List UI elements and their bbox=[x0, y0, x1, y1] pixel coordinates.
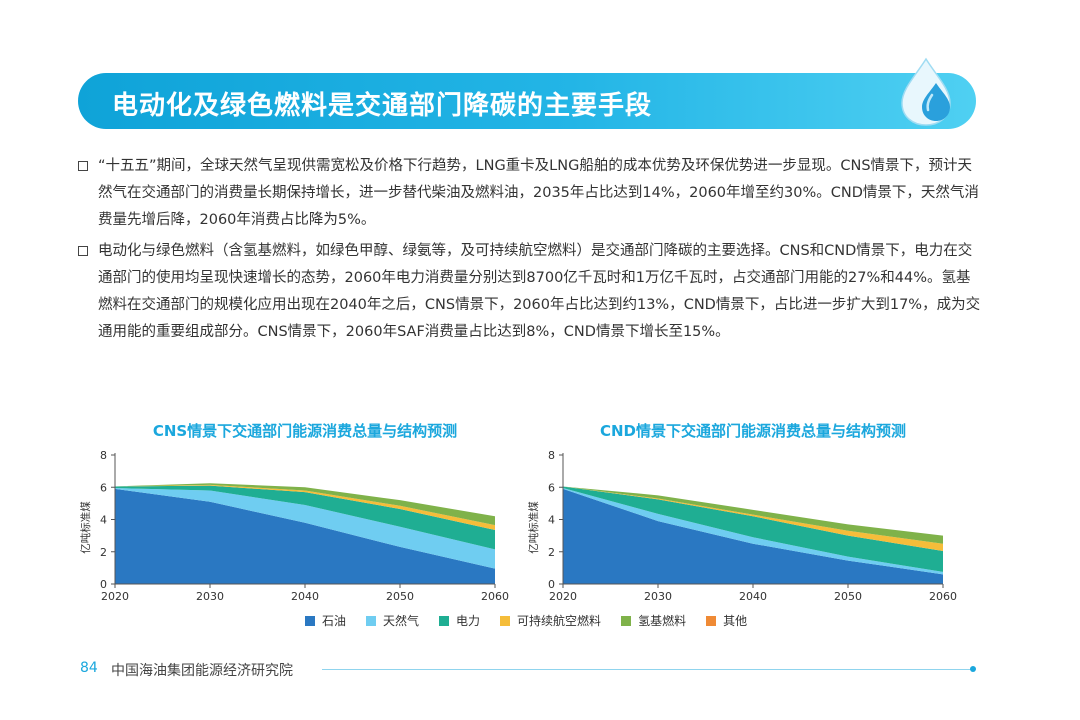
legend-label: 其他 bbox=[723, 614, 748, 628]
legend-swatch bbox=[439, 615, 450, 626]
paragraph-2-text: 电动化与绿色燃料（含氢基燃料，如绿色甲醇、绿氨等，及可持续航空燃料）是交通部门降… bbox=[98, 243, 981, 340]
legend-label: 可持续航空燃料 bbox=[517, 614, 602, 628]
footer-dot-icon bbox=[970, 666, 976, 672]
y-axis-label: 亿吨标准煤 bbox=[80, 501, 92, 554]
legend-label: 石油 bbox=[322, 614, 347, 628]
legend-label: 天然气 bbox=[383, 614, 420, 628]
x-tick-label: 2030 bbox=[196, 590, 224, 603]
y-axis-label: 亿吨标准煤 bbox=[528, 501, 540, 554]
area-series-4 bbox=[115, 483, 495, 526]
body-text: “十五五”期间，全球天然气呈现供需宽松及价格下行趋势，LNG重卡及LNG船舶的成… bbox=[78, 153, 983, 350]
cnd-chart-plot: 0 2 4 6 8 2020 2030 2040 2050 2060 亿吨标准煤 bbox=[528, 449, 957, 603]
x-tick-label: 2060 bbox=[481, 590, 509, 603]
legend-swatch bbox=[500, 615, 511, 626]
y-tick-label: 6 bbox=[548, 481, 555, 494]
footer-organization: 中国海油集团能源经济研究院 bbox=[111, 663, 293, 679]
legend-item-saf: 可持续航空燃料 bbox=[500, 612, 601, 629]
legend-label: 氢基燃料 bbox=[638, 614, 687, 628]
legend-swatch bbox=[621, 615, 632, 626]
paragraph-1-text: “十五五”期间，全球天然气呈现供需宽松及价格下行趋势，LNG重卡及LNG船舶的成… bbox=[98, 158, 979, 228]
area-series-4 bbox=[563, 486, 943, 544]
legend-item-hydrogen: 氢基燃料 bbox=[621, 612, 686, 629]
y-tick-label: 6 bbox=[100, 481, 107, 494]
y-tick-label: 2 bbox=[100, 546, 107, 559]
chart-legend: 石油 天然气 电力 可持续航空燃料 氢基燃料 其他 bbox=[305, 612, 747, 629]
page-title: 电动化及绿色燃料是交通部门降碳的主要手段 bbox=[112, 91, 653, 121]
section-title-banner: 电动化及绿色燃料是交通部门降碳的主要手段 bbox=[78, 73, 976, 129]
page-number: 84 bbox=[80, 660, 98, 676]
square-bullet-icon bbox=[78, 246, 88, 256]
area-series-3 bbox=[563, 486, 943, 551]
cns-chart-title: CNS情景下交通部门能源消费总量与结构预测 bbox=[152, 422, 458, 440]
y-tick-label: 8 bbox=[100, 449, 107, 462]
water-drop-icon bbox=[901, 57, 951, 126]
legend-item-electricity: 电力 bbox=[439, 612, 480, 629]
cnd-chart-title: CND情景下交通部门能源消费总量与结构预测 bbox=[599, 422, 906, 440]
cnd-chart: CND情景下交通部门能源消费总量与结构预测 0 2 4 6 8 2020 2030 2040 2… bbox=[528, 420, 978, 610]
square-bullet-icon bbox=[78, 161, 88, 171]
area-series-0 bbox=[115, 488, 495, 584]
area-series-2 bbox=[115, 485, 495, 550]
x-tick-label: 2020 bbox=[549, 590, 577, 603]
x-tick-label: 2050 bbox=[386, 590, 414, 603]
x-tick-label: 2030 bbox=[644, 590, 672, 603]
cns-chart: CNS情景下交通部门能源消费总量与结构预测 0 2 4 6 8 2020 2030 2040 2… bbox=[80, 420, 530, 610]
cns-chart-plot: 0 2 4 6 8 2020 2030 2040 2050 2060 亿吨标准煤 bbox=[80, 449, 509, 603]
x-tick-label: 2040 bbox=[291, 590, 319, 603]
x-tick-label: 2060 bbox=[929, 590, 957, 603]
legend-label: 电力 bbox=[456, 614, 481, 628]
y-tick-label: 0 bbox=[100, 578, 107, 591]
bullet-paragraph-1: “十五五”期间，全球天然气呈现供需宽松及价格下行趋势，LNG重卡及LNG船舶的成… bbox=[78, 153, 983, 234]
legend-swatch bbox=[706, 615, 717, 626]
y-tick-label: 4 bbox=[548, 514, 555, 527]
legend-item-gas: 天然气 bbox=[366, 612, 419, 629]
y-tick-label: 8 bbox=[548, 449, 555, 462]
legend-swatch bbox=[366, 615, 377, 626]
y-tick-label: 2 bbox=[548, 546, 555, 559]
legend-item-other: 其他 bbox=[706, 612, 747, 629]
bullet-paragraph-2: 电动化与绿色燃料（含氢基燃料，如绿色甲醇、绿氨等，及可持续航空燃料）是交通部门降… bbox=[78, 238, 983, 346]
y-tick-label: 0 bbox=[548, 578, 555, 591]
x-tick-label: 2020 bbox=[101, 590, 129, 603]
legend-item-oil: 石油 bbox=[305, 612, 346, 629]
footer-divider bbox=[322, 669, 972, 670]
area-series-2 bbox=[563, 486, 943, 572]
x-tick-label: 2040 bbox=[739, 590, 767, 603]
y-tick-label: 4 bbox=[100, 514, 107, 527]
x-tick-label: 2050 bbox=[834, 590, 862, 603]
legend-swatch bbox=[305, 615, 315, 626]
area-series-0 bbox=[563, 488, 943, 584]
